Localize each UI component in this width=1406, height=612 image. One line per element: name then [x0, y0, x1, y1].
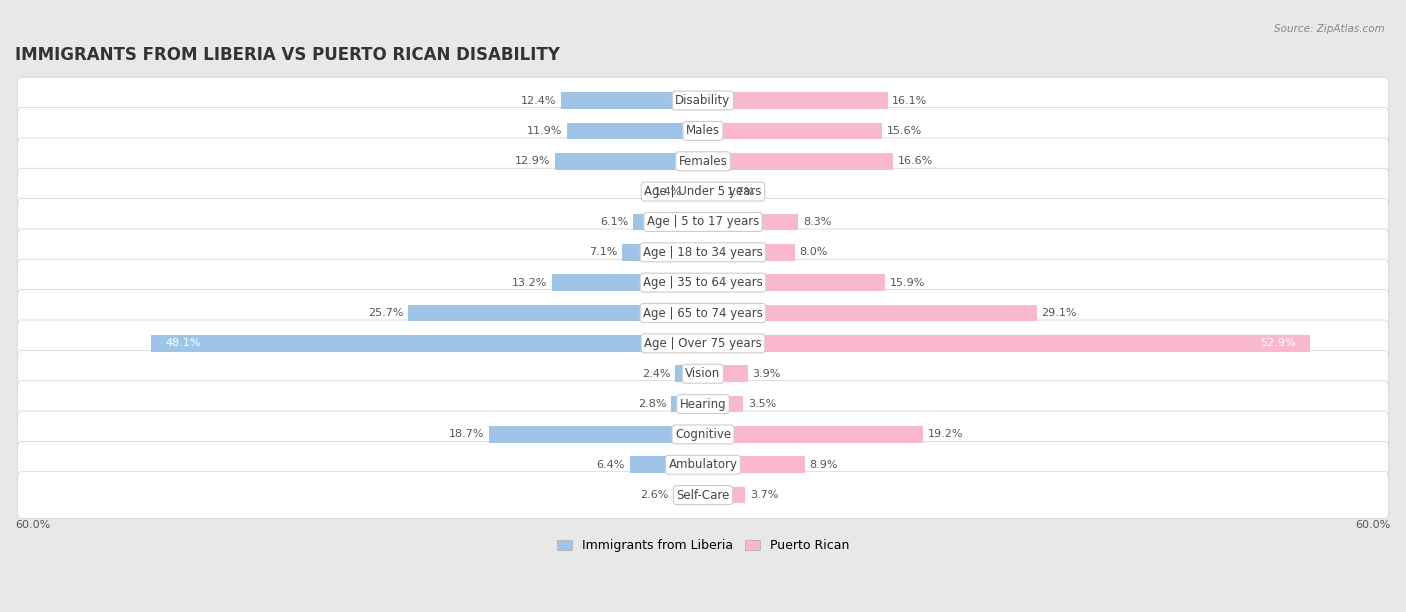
Bar [703, 214, 799, 230]
FancyBboxPatch shape [17, 472, 1389, 518]
Text: 8.3%: 8.3% [803, 217, 831, 227]
Text: 7.1%: 7.1% [589, 247, 617, 257]
Text: Age | Over 75 years: Age | Over 75 years [644, 337, 762, 350]
Text: 12.9%: 12.9% [515, 156, 551, 166]
Text: Source: ZipAtlas.com: Source: ZipAtlas.com [1274, 24, 1385, 34]
Bar [673, 487, 703, 504]
Bar [703, 426, 924, 442]
Bar [703, 244, 794, 261]
FancyBboxPatch shape [17, 168, 1389, 215]
Text: 6.4%: 6.4% [596, 460, 626, 470]
Bar [152, 335, 703, 352]
Bar [551, 274, 703, 291]
FancyBboxPatch shape [17, 350, 1389, 397]
Text: Males: Males [686, 124, 720, 138]
Text: 1.7%: 1.7% [727, 187, 755, 196]
FancyBboxPatch shape [17, 138, 1389, 185]
FancyBboxPatch shape [17, 198, 1389, 245]
FancyBboxPatch shape [17, 411, 1389, 458]
Text: 8.9%: 8.9% [810, 460, 838, 470]
FancyBboxPatch shape [17, 259, 1389, 306]
Text: 13.2%: 13.2% [512, 278, 547, 288]
Text: 29.1%: 29.1% [1042, 308, 1077, 318]
Text: 52.9%: 52.9% [1260, 338, 1296, 348]
Bar [703, 122, 882, 140]
Bar [703, 487, 745, 504]
Text: Ambulatory: Ambulatory [668, 458, 738, 471]
Text: 18.7%: 18.7% [449, 430, 484, 439]
Text: 8.0%: 8.0% [800, 247, 828, 257]
Bar [703, 153, 893, 170]
Text: 25.7%: 25.7% [368, 308, 404, 318]
Text: 19.2%: 19.2% [928, 430, 963, 439]
FancyBboxPatch shape [17, 77, 1389, 124]
FancyBboxPatch shape [17, 108, 1389, 154]
Bar [675, 365, 703, 382]
Text: 16.1%: 16.1% [893, 95, 928, 105]
Text: 15.6%: 15.6% [886, 126, 922, 136]
Bar [703, 305, 1036, 321]
Text: 3.5%: 3.5% [748, 399, 776, 409]
FancyBboxPatch shape [17, 441, 1389, 488]
Bar [408, 305, 703, 321]
Text: 16.6%: 16.6% [898, 156, 934, 166]
Text: Age | 18 to 34 years: Age | 18 to 34 years [643, 246, 763, 259]
Text: Age | Under 5 years: Age | Under 5 years [644, 185, 762, 198]
Text: Self-Care: Self-Care [676, 488, 730, 502]
Text: 60.0%: 60.0% [1355, 520, 1391, 530]
Text: 48.1%: 48.1% [166, 338, 201, 348]
Bar [671, 396, 703, 412]
Text: 6.1%: 6.1% [600, 217, 628, 227]
Bar [633, 214, 703, 230]
Text: Hearing: Hearing [679, 398, 727, 411]
Text: 11.9%: 11.9% [527, 126, 562, 136]
Bar [621, 244, 703, 261]
Text: 2.6%: 2.6% [640, 490, 669, 500]
Bar [703, 274, 886, 291]
Bar [703, 365, 748, 382]
FancyBboxPatch shape [17, 381, 1389, 427]
Bar [703, 457, 806, 473]
Bar [703, 92, 887, 109]
Bar [555, 153, 703, 170]
Text: Vision: Vision [685, 367, 721, 380]
Bar [488, 426, 703, 442]
Text: 2.8%: 2.8% [638, 399, 666, 409]
FancyBboxPatch shape [17, 229, 1389, 275]
Text: 1.4%: 1.4% [654, 187, 682, 196]
Text: Females: Females [679, 155, 727, 168]
Bar [561, 92, 703, 109]
Bar [703, 183, 723, 200]
Text: 60.0%: 60.0% [15, 520, 51, 530]
Text: 3.9%: 3.9% [752, 368, 780, 379]
Bar [703, 396, 744, 412]
Text: Age | 65 to 74 years: Age | 65 to 74 years [643, 307, 763, 319]
Bar [688, 183, 703, 200]
Text: IMMIGRANTS FROM LIBERIA VS PUERTO RICAN DISABILITY: IMMIGRANTS FROM LIBERIA VS PUERTO RICAN … [15, 46, 560, 64]
Text: Age | 35 to 64 years: Age | 35 to 64 years [643, 276, 763, 289]
Bar [630, 457, 703, 473]
Text: Cognitive: Cognitive [675, 428, 731, 441]
Bar [567, 122, 703, 140]
FancyBboxPatch shape [17, 289, 1389, 337]
Bar [703, 335, 1309, 352]
Text: 3.7%: 3.7% [749, 490, 779, 500]
Text: 15.9%: 15.9% [890, 278, 925, 288]
Text: Age | 5 to 17 years: Age | 5 to 17 years [647, 215, 759, 228]
Text: 12.4%: 12.4% [520, 95, 557, 105]
Text: Disability: Disability [675, 94, 731, 107]
FancyBboxPatch shape [17, 320, 1389, 367]
Legend: Immigrants from Liberia, Puerto Rican: Immigrants from Liberia, Puerto Rican [551, 534, 855, 558]
Text: 2.4%: 2.4% [643, 368, 671, 379]
